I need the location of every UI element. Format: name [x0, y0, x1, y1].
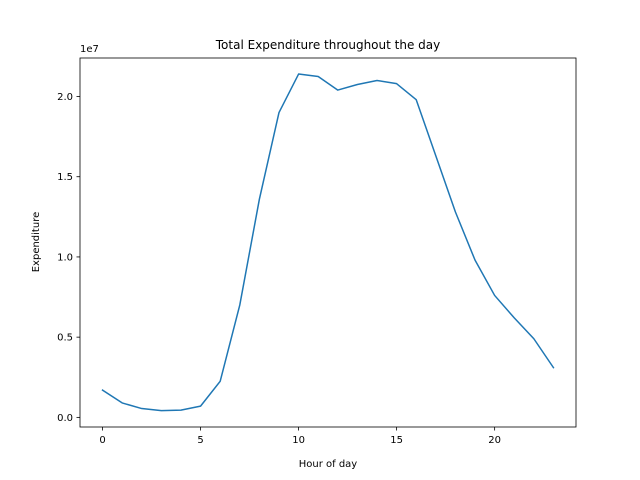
x-axis-label: Hour of day — [299, 459, 358, 470]
series-line — [101, 73, 555, 412]
x-axis: 0 5 10 15 20 — [99, 427, 501, 446]
y-tick-label: 1.5 — [57, 172, 73, 183]
plot-area — [101, 73, 555, 412]
x-tick-label: 15 — [390, 435, 403, 446]
y-offset-label: 1e7 — [80, 44, 99, 55]
y-tick-label: 0.0 — [57, 413, 73, 424]
axes-frame — [79, 57, 577, 428]
chart-title: Total Expenditure throughout the day — [215, 38, 440, 52]
x-tick-label: 5 — [197, 435, 203, 446]
y-tick-label: 2.0 — [57, 92, 73, 103]
x-tick-label: 10 — [292, 435, 305, 446]
x-tick-label: 20 — [488, 435, 501, 446]
y-axis-label: Expenditure — [31, 212, 42, 273]
y-tick-label: 0.5 — [57, 333, 73, 344]
y-axis: 0.0 0.5 1.0 1.5 2.0 — [57, 92, 80, 424]
y-tick-label: 1.0 — [57, 252, 73, 263]
x-tick-label: 0 — [99, 435, 105, 446]
